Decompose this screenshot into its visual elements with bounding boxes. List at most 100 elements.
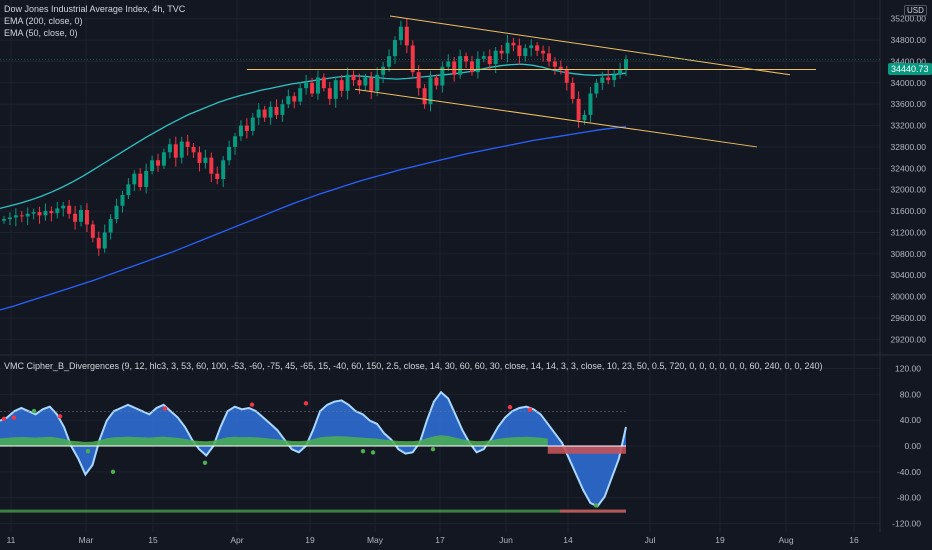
- candle-body: [55, 208, 60, 214]
- time-tick-label: 19: [305, 535, 315, 545]
- candle-body: [535, 45, 540, 51]
- ema200-line: [0, 125, 627, 311]
- ema200-legend[interactable]: EMA (200, close, 0): [4, 16, 83, 26]
- candle-body: [191, 146, 196, 153]
- candle-body: [582, 114, 587, 121]
- signal-dot: [57, 414, 63, 419]
- price-tick-label: 30400.00: [891, 270, 927, 280]
- time-tick-label: Mar: [79, 535, 94, 545]
- candle-body: [268, 106, 273, 118]
- candle-body: [469, 61, 474, 73]
- price-axis[interactable]: 35200.00 34800.00 34400.00 34000.00 33600.00…: [891, 14, 927, 345]
- time-tick-label: Aug: [778, 535, 793, 545]
- candle-body: [280, 104, 285, 115]
- indicator-title: VMC Cipher_B_Divergences (9, 12, hlc3, 3…: [4, 361, 823, 371]
- price-tick-label: 30000.00: [891, 292, 927, 302]
- candle-body: [570, 82, 575, 99]
- candle-body: [315, 77, 320, 94]
- candle-body: [274, 106, 279, 115]
- candle-body: [487, 56, 492, 65]
- time-tick-label: 19: [715, 535, 725, 545]
- money-flow-positive: [0, 435, 548, 446]
- candle-body: [594, 82, 599, 94]
- candle-body: [31, 212, 36, 214]
- time-tick-label: Apr: [230, 535, 243, 545]
- candle-body: [422, 88, 427, 105]
- candle-body: [588, 93, 593, 115]
- indicator-legend[interactable]: VMC Cipher_B_Divergences (9, 12, hlc3, 3…: [4, 360, 823, 372]
- candle-body: [173, 144, 178, 158]
- candle-body: [238, 125, 243, 137]
- osc-tick-label: 120.00: [895, 363, 921, 373]
- candle-body: [244, 125, 249, 131]
- price-tick-label: 34400.00: [891, 56, 927, 66]
- candle-body: [37, 212, 42, 216]
- candle-body: [138, 173, 143, 188]
- price-tick-label: 29600.00: [891, 313, 927, 323]
- candle-body: [203, 157, 208, 163]
- candle-body: [2, 219, 6, 221]
- candle-body: [600, 77, 605, 83]
- price-tick-label: 33600.00: [891, 99, 927, 109]
- candle-body: [43, 211, 48, 216]
- signal-dot: [85, 448, 91, 454]
- candle-body: [114, 205, 119, 220]
- osc-tick-label: 40.00: [900, 415, 922, 425]
- candle-body: [618, 69, 623, 75]
- candle-body: [529, 45, 534, 49]
- osc-tick-label: -80.00: [897, 493, 921, 503]
- candle-body: [339, 80, 344, 91]
- candle-body: [345, 74, 350, 91]
- candle-body: [410, 45, 415, 73]
- time-axis[interactable]: 11 Mar 15 Apr 19 May 17 Jun 14 Jul 19 Aug 16: [7, 535, 859, 545]
- time-tick-label: 17: [435, 535, 445, 545]
- time-tick-label: 16: [849, 535, 859, 545]
- candle-body: [505, 42, 510, 54]
- time-tick-label: 15: [148, 535, 158, 545]
- candle-body: [90, 224, 95, 238]
- candle-body: [19, 215, 24, 217]
- price-tick-label: 34000.00: [891, 78, 927, 88]
- chart-title: Dow Jones Industrial Average Index, 4h, …: [4, 4, 186, 14]
- candle-body: [398, 26, 403, 41]
- signal-dot: [110, 469, 116, 475]
- candle-body: [546, 53, 551, 62]
- candle-body: [185, 141, 190, 147]
- candle-body: [215, 173, 220, 179]
- price-tick-label: 32400.00: [891, 163, 927, 173]
- candle-body: [493, 50, 498, 65]
- candle-body: [156, 160, 161, 166]
- price-tick-label: 35200.00: [891, 14, 927, 24]
- candle-body: [434, 77, 439, 86]
- candle-body: [7, 217, 12, 220]
- candle-body: [464, 56, 469, 62]
- candle-body: [227, 146, 232, 161]
- signal-dot: [162, 406, 168, 411]
- candle-body: [108, 219, 113, 233]
- candle-body: [298, 88, 303, 102]
- candle-body: [221, 160, 226, 179]
- candle-body: [250, 117, 255, 131]
- ema50-legend[interactable]: EMA (50, close, 0): [4, 28, 78, 38]
- osc-tick-label: -40.00: [897, 467, 921, 477]
- time-tick-label: 11: [7, 535, 16, 545]
- candle-body: [304, 82, 309, 89]
- oscillator-axis[interactable]: 120.00 80.00 40.00 0.00 -40.00 -80.00 -120.00: [892, 363, 921, 528]
- candle-body: [256, 109, 261, 118]
- candle-body: [440, 66, 445, 86]
- price-tick-label: 29200.00: [891, 334, 927, 344]
- signal-dot: [31, 408, 37, 414]
- candle-body: [404, 26, 409, 46]
- candle-body: [499, 50, 504, 54]
- price-tick-label: 32000.00: [891, 185, 927, 195]
- candle-body: [120, 195, 125, 206]
- signal-dot: [370, 450, 376, 455]
- candle-body: [369, 77, 374, 91]
- candle-body: [475, 58, 480, 73]
- candle-body: [576, 98, 581, 121]
- bottom-band: [0, 509, 626, 513]
- candle-body: [49, 211, 54, 214]
- candle-body: [624, 59, 628, 70]
- currency-label[interactable]: USD: [904, 5, 927, 16]
